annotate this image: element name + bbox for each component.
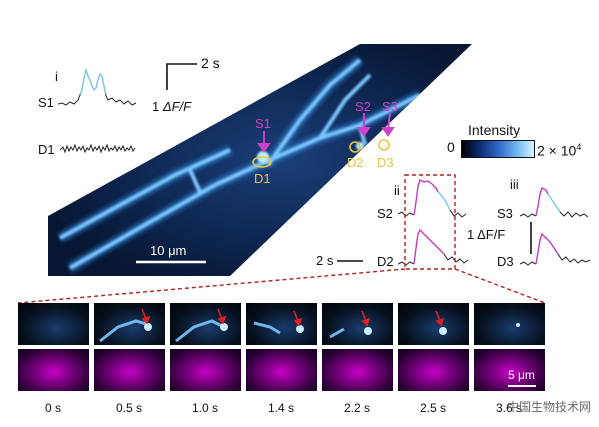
montage-tile-4-top bbox=[322, 303, 393, 345]
scalebar-10um-label: 10 μm bbox=[150, 243, 187, 258]
time-label-0: 0 s bbox=[44, 401, 61, 415]
panel-iii-amp-scale: 1 ΔF/F bbox=[467, 227, 506, 242]
roi-d2 bbox=[349, 141, 361, 153]
panel-i-trace-s1-label: S1 bbox=[38, 95, 54, 110]
montage-tile-0-bottom bbox=[18, 349, 89, 391]
label-d3: D3 bbox=[377, 155, 394, 170]
colorbar-title: Intensity bbox=[468, 122, 521, 138]
colorbar bbox=[461, 140, 535, 158]
panel-i-traces bbox=[58, 67, 137, 154]
montage-tile-5-bottom bbox=[398, 349, 469, 391]
time-label-5: 2.5 s bbox=[419, 401, 446, 415]
montage-scalebar-line bbox=[508, 385, 536, 387]
colorbar-min: 0 bbox=[447, 139, 455, 155]
panel-i-trace-d1-label: D1 bbox=[38, 142, 55, 157]
time-label-1: 0.5 s bbox=[115, 401, 142, 415]
panel-iii-trace-s3-label: S3 bbox=[497, 206, 513, 221]
montage-tile-3-bottom bbox=[246, 349, 317, 391]
panel-ii-highlight-box bbox=[17, 174, 546, 304]
montage-tile-5-top bbox=[398, 303, 469, 345]
montage-tile-6-bottom bbox=[474, 349, 545, 391]
montage-tile-6-top bbox=[474, 303, 545, 345]
montage-scalebar-label: 5 μm bbox=[508, 368, 535, 382]
dendrite-image bbox=[48, 44, 472, 276]
colorbar-max: 2 × 104 bbox=[537, 142, 582, 159]
time-label-6: 3.6 s bbox=[495, 401, 522, 415]
time-label-2: 1.0 s bbox=[191, 401, 218, 415]
roi-d1 bbox=[252, 156, 272, 168]
panel-iii-trace-d3-label: D3 bbox=[497, 254, 514, 269]
scale-time-label: 2 s bbox=[201, 55, 220, 71]
montage-tile-4-bottom bbox=[322, 349, 393, 391]
time-label-4: 2.2 s bbox=[343, 401, 370, 415]
panel-iii-amp-scalebar bbox=[530, 222, 532, 254]
time-label-3: 1.4 s bbox=[267, 401, 294, 415]
montage-tile-0-top bbox=[18, 303, 89, 345]
label-s3: S3 bbox=[382, 99, 398, 114]
roi-d3 bbox=[378, 139, 390, 151]
scale-amp-label: 1 ΔF/F bbox=[152, 99, 192, 114]
montage-tile-2-bottom bbox=[170, 349, 241, 391]
panel-iii-label: iii bbox=[510, 177, 519, 192]
montage-tile-1-bottom bbox=[94, 349, 165, 391]
label-d1: D1 bbox=[254, 171, 271, 186]
panel-ii-time-scale: 2 s bbox=[316, 253, 334, 268]
panel-iii-traces bbox=[520, 187, 591, 266]
panel-ii-trace-d2-label: D2 bbox=[377, 254, 394, 269]
label-s2: S2 bbox=[355, 99, 371, 114]
panel-i-label: i bbox=[55, 69, 58, 84]
label-s1: S1 bbox=[255, 116, 271, 131]
scale-bars-top bbox=[166, 63, 197, 90]
panel-ii-label: ii bbox=[394, 183, 400, 198]
label-d2: D2 bbox=[347, 155, 364, 170]
watermark: 中国生物技术网 bbox=[506, 400, 591, 414]
panel-ii-traces bbox=[398, 179, 469, 266]
panel-ii-trace-s2-label: S2 bbox=[377, 206, 393, 221]
montage-overlay bbox=[99, 308, 520, 343]
montage: 5 μm bbox=[18, 303, 546, 392]
panel-ii-time-scalebar bbox=[337, 260, 363, 262]
